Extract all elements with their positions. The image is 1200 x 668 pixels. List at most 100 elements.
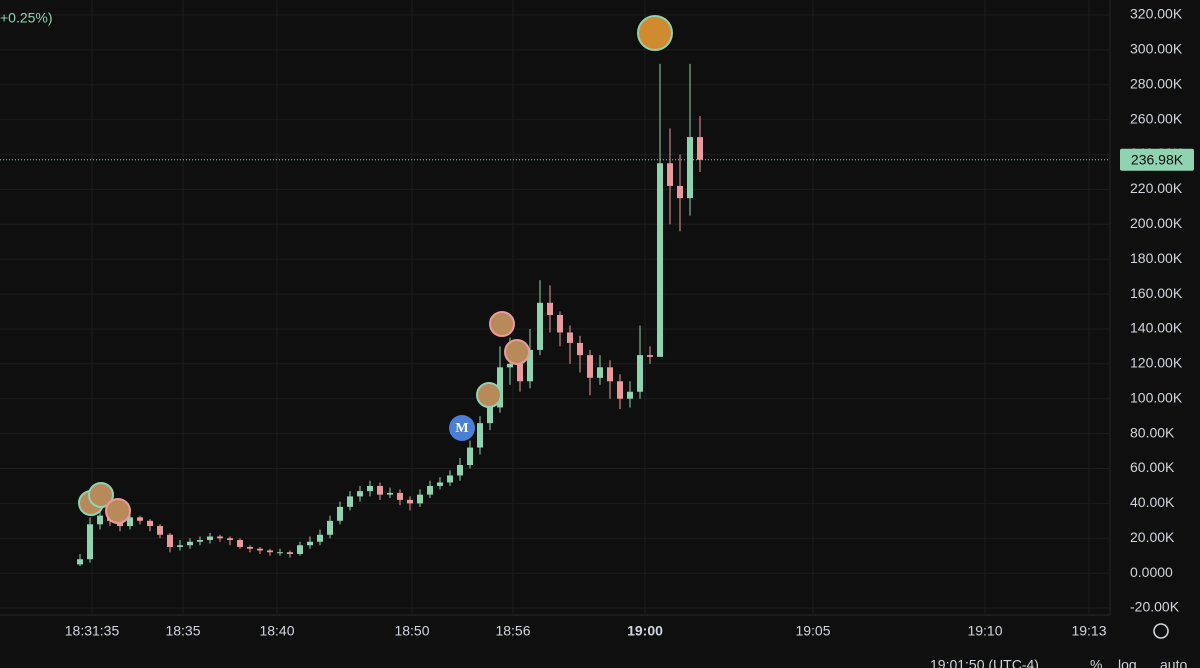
y-tick-label: 120.00K (1130, 355, 1183, 371)
candle-body (207, 536, 213, 540)
grid (0, 0, 1110, 615)
candle-body (497, 367, 503, 408)
candle-body (267, 550, 273, 553)
candle-body (517, 363, 523, 382)
candle-body (597, 367, 603, 378)
last-price-label: 236.98K (1131, 152, 1184, 168)
trade-marker[interactable] (88, 482, 114, 508)
candle-body (307, 541, 313, 546)
settings-icon[interactable] (1153, 623, 1169, 639)
candle-body (257, 548, 263, 551)
candle-body (457, 465, 463, 476)
y-tick-label: 20.00K (1130, 529, 1175, 545)
trade-marker[interactable] (637, 15, 673, 51)
y-tick-label: 100.00K (1130, 389, 1183, 405)
candle-body (627, 391, 633, 399)
candle-body (637, 355, 643, 392)
candle-body (297, 545, 303, 554)
candle-body (77, 559, 83, 565)
candle-body (487, 407, 493, 424)
m-marker-label: M (455, 421, 468, 436)
y-tick-label: 80.00K (1130, 424, 1175, 440)
candle-body (187, 541, 193, 546)
x-tick-label: 19:13 (1071, 623, 1106, 639)
candle-body (607, 367, 613, 382)
candle-body (387, 492, 393, 495)
y-tick-label: 140.00K (1130, 320, 1183, 336)
candle-body (127, 517, 133, 527)
x-tick-label: 18:31:35 (65, 623, 120, 639)
y-tick-label: 60.00K (1130, 459, 1175, 475)
candle-body (367, 485, 373, 492)
candle-body (697, 137, 703, 160)
candle-body (237, 540, 243, 547)
candle-body (397, 492, 403, 500)
footer-log[interactable]: log (1118, 657, 1137, 668)
x-tick-label: 19:10 (967, 623, 1002, 639)
candle-body (417, 494, 423, 504)
candle-body (87, 524, 93, 560)
candle-body (547, 302, 553, 315)
candle-body (377, 485, 383, 495)
y-tick-label: 280.00K (1130, 75, 1183, 91)
candle-body (97, 515, 103, 525)
x-tick-label: 18:50 (394, 623, 429, 639)
candle-body (357, 491, 363, 497)
candle-body (317, 534, 323, 542)
x-tick-label: 18:35 (165, 623, 200, 639)
candle-body (217, 536, 223, 539)
candle-body (567, 332, 573, 343)
x-tick-label: 18:40 (259, 623, 294, 639)
candle-body (537, 302, 543, 350)
candle-body (687, 137, 693, 199)
trade-marker[interactable] (489, 311, 515, 337)
x-tick-label: 19:05 (795, 623, 830, 639)
trade-marker[interactable] (504, 339, 530, 365)
candle-body (167, 534, 173, 547)
candle-body (507, 363, 513, 368)
candle-body (197, 540, 203, 542)
candle-body (147, 520, 153, 527)
candle-body (587, 355, 593, 378)
last-price-box (1120, 148, 1194, 171)
candles (0, 63, 1110, 567)
candle-body (137, 517, 143, 521)
candle-body (407, 499, 413, 504)
candle-body (437, 482, 443, 486)
candle-body (227, 538, 233, 540)
x-tick-label: 19:00 (627, 623, 663, 639)
x-tick-label: 18:56 (495, 623, 530, 639)
y-tick-label: 0.0000 (1130, 564, 1173, 580)
footer-percent[interactable]: % (1090, 657, 1102, 668)
markers: M (78, 15, 673, 524)
m-marker[interactable] (449, 415, 475, 441)
candle-body (557, 315, 563, 333)
change-text: +0.25%) (0, 10, 53, 26)
candle-body (337, 506, 343, 521)
candle-body (677, 185, 683, 199)
candle-body (347, 496, 353, 507)
footer-time: 19:01:50 (UTC-4) (930, 657, 1039, 668)
y-tick-label: 180.00K (1130, 250, 1183, 266)
candle-body (667, 163, 673, 186)
candle-body (327, 520, 333, 535)
candle-body (177, 545, 183, 547)
candle-body (577, 342, 583, 356)
y-tick-label: 320.00K (1130, 6, 1183, 22)
trade-marker[interactable] (476, 382, 502, 408)
axes: 320.00K300.00K280.00K260.00K240.00K220.0… (65, 6, 1194, 639)
y-tick-label: 200.00K (1130, 215, 1183, 231)
candle-body (427, 485, 433, 495)
candle-body (527, 349, 533, 382)
candle-body (647, 355, 653, 357)
candle-body (277, 552, 283, 554)
candle-body (447, 475, 453, 483)
y-tick-label: 40.00K (1130, 494, 1175, 510)
candle-body (247, 546, 253, 549)
footer-auto[interactable]: auto (1160, 657, 1187, 668)
y-tick-label: -20.00K (1130, 599, 1180, 615)
candle-body (477, 423, 483, 448)
trade-marker[interactable] (105, 498, 131, 524)
